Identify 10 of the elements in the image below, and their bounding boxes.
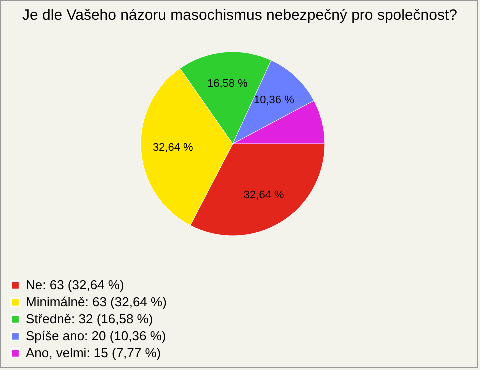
data-label: 10,36 % <box>254 94 295 106</box>
legend-label: Středně: 32 (16,58 %) <box>26 312 154 326</box>
chart-title: Je dle Vašeho názoru masochismus nebezpečný pro společnost? <box>22 7 458 24</box>
data-label: 32,64 % <box>244 189 285 202</box>
legend-label: Spíše ano: 20 (10,36 %) <box>26 328 166 344</box>
data-label: 16,58 % <box>207 78 248 90</box>
legend-label: Ano, velmi: 15 (7,77 %) <box>26 346 162 360</box>
data-label: 32,64 % <box>152 142 194 154</box>
legend-label: Ne: 63 (32,64 %) <box>26 278 124 292</box>
legend-label: Minimálně: 63 (32,64 %) <box>26 294 167 310</box>
